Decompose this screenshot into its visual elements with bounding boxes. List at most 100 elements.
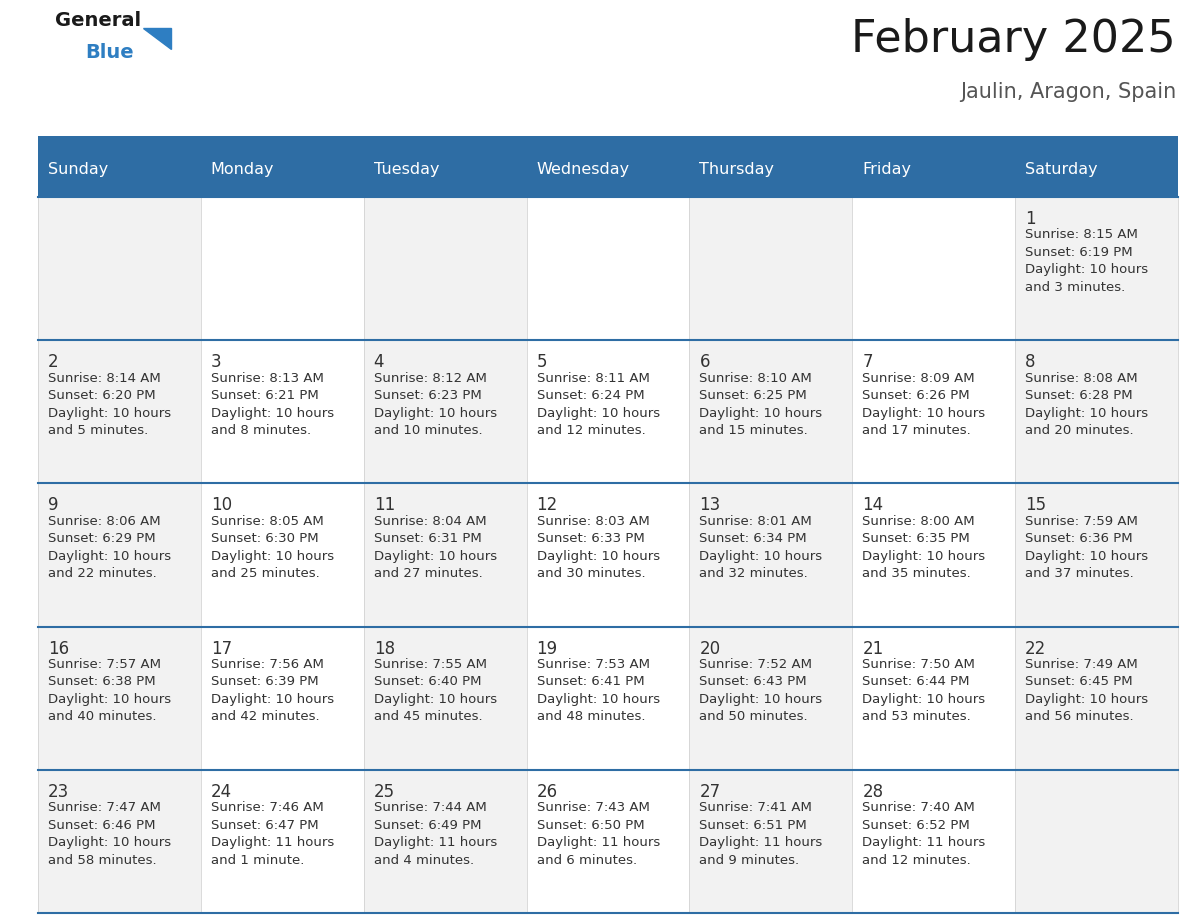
Text: Daylight: 10 hours: Daylight: 10 hours	[1025, 693, 1149, 706]
Text: and 3 minutes.: and 3 minutes.	[1025, 281, 1125, 294]
Bar	[38, 770, 201, 913]
Text: Sunset: 6:38 PM: Sunset: 6:38 PM	[48, 676, 156, 688]
Text: Sunset: 6:51 PM: Sunset: 6:51 PM	[700, 819, 807, 832]
Text: Saturday: Saturday	[1025, 162, 1098, 177]
Text: Sunset: 6:31 PM: Sunset: 6:31 PM	[374, 532, 481, 545]
Bar	[526, 197, 689, 341]
Text: and 22 minutes.: and 22 minutes.	[48, 567, 157, 580]
Text: Sunrise: 8:06 AM: Sunrise: 8:06 AM	[48, 515, 160, 528]
Text: and 12 minutes.: and 12 minutes.	[862, 854, 971, 867]
Text: Sunset: 6:21 PM: Sunset: 6:21 PM	[210, 389, 318, 402]
Text: Sunrise: 7:55 AM: Sunrise: 7:55 AM	[374, 658, 487, 671]
Text: 18: 18	[374, 640, 394, 657]
Text: Tuesday: Tuesday	[374, 162, 440, 177]
Text: Sunrise: 7:50 AM: Sunrise: 7:50 AM	[862, 658, 975, 671]
Text: and 12 minutes.: and 12 minutes.	[537, 424, 645, 437]
Bar	[1015, 341, 1178, 484]
Text: Daylight: 11 hours: Daylight: 11 hours	[374, 836, 497, 849]
Text: Daylight: 10 hours: Daylight: 10 hours	[700, 550, 822, 563]
Text: Daylight: 11 hours: Daylight: 11 hours	[537, 836, 659, 849]
Text: Sunrise: 7:59 AM: Sunrise: 7:59 AM	[1025, 515, 1138, 528]
Text: Sunset: 6:40 PM: Sunset: 6:40 PM	[374, 676, 481, 688]
Bar	[364, 341, 526, 484]
Text: Sunrise: 7:41 AM: Sunrise: 7:41 AM	[700, 801, 813, 814]
Text: and 30 minutes.: and 30 minutes.	[537, 567, 645, 580]
Text: Daylight: 10 hours: Daylight: 10 hours	[1025, 263, 1149, 276]
Bar	[689, 770, 852, 913]
Text: 19: 19	[537, 640, 557, 657]
Polygon shape	[143, 28, 171, 49]
Bar	[852, 341, 1015, 484]
Text: 25: 25	[374, 783, 394, 800]
Text: and 53 minutes.: and 53 minutes.	[862, 711, 971, 723]
Text: Sunrise: 8:03 AM: Sunrise: 8:03 AM	[537, 515, 650, 528]
Bar	[1015, 627, 1178, 770]
Text: Daylight: 10 hours: Daylight: 10 hours	[210, 693, 334, 706]
Bar	[1015, 197, 1178, 341]
Text: 1: 1	[1025, 210, 1036, 228]
Text: Daylight: 10 hours: Daylight: 10 hours	[862, 407, 985, 420]
Text: Sunrise: 7:49 AM: Sunrise: 7:49 AM	[1025, 658, 1138, 671]
Text: and 9 minutes.: and 9 minutes.	[700, 854, 800, 867]
Text: Daylight: 10 hours: Daylight: 10 hours	[48, 407, 171, 420]
Bar	[364, 770, 526, 913]
Text: and 35 minutes.: and 35 minutes.	[862, 567, 971, 580]
Text: 11: 11	[374, 497, 394, 514]
Text: and 1 minute.: and 1 minute.	[210, 854, 304, 867]
Bar	[526, 484, 689, 627]
Text: Sunrise: 8:09 AM: Sunrise: 8:09 AM	[862, 372, 975, 385]
Text: Sunset: 6:52 PM: Sunset: 6:52 PM	[862, 819, 971, 832]
Text: and 48 minutes.: and 48 minutes.	[537, 711, 645, 723]
Bar	[38, 197, 201, 341]
Bar	[364, 627, 526, 770]
Text: Daylight: 10 hours: Daylight: 10 hours	[1025, 407, 1149, 420]
Text: 13: 13	[700, 497, 721, 514]
Text: Sunrise: 7:43 AM: Sunrise: 7:43 AM	[537, 801, 650, 814]
Text: Sunset: 6:24 PM: Sunset: 6:24 PM	[537, 389, 644, 402]
Bar	[1015, 484, 1178, 627]
Text: Sunset: 6:35 PM: Sunset: 6:35 PM	[862, 532, 971, 545]
Bar	[852, 627, 1015, 770]
Bar	[364, 484, 526, 627]
Text: Sunset: 6:26 PM: Sunset: 6:26 PM	[862, 389, 969, 402]
Bar	[526, 341, 689, 484]
Text: and 4 minutes.: and 4 minutes.	[374, 854, 474, 867]
Text: Daylight: 10 hours: Daylight: 10 hours	[537, 693, 659, 706]
Text: 6: 6	[700, 353, 710, 371]
Text: Sunset: 6:43 PM: Sunset: 6:43 PM	[700, 676, 807, 688]
Text: Daylight: 10 hours: Daylight: 10 hours	[48, 836, 171, 849]
Text: 16: 16	[48, 640, 69, 657]
Text: Sunrise: 8:11 AM: Sunrise: 8:11 AM	[537, 372, 650, 385]
Bar	[38, 136, 1178, 142]
Text: and 42 minutes.: and 42 minutes.	[210, 711, 320, 723]
Bar	[201, 484, 364, 627]
Text: Daylight: 10 hours: Daylight: 10 hours	[862, 550, 985, 563]
Text: Sunset: 6:41 PM: Sunset: 6:41 PM	[537, 676, 644, 688]
Text: Sunrise: 7:53 AM: Sunrise: 7:53 AM	[537, 658, 650, 671]
Text: Sunrise: 7:40 AM: Sunrise: 7:40 AM	[862, 801, 975, 814]
Text: Daylight: 10 hours: Daylight: 10 hours	[210, 550, 334, 563]
Text: and 37 minutes.: and 37 minutes.	[1025, 567, 1133, 580]
Text: Sunset: 6:47 PM: Sunset: 6:47 PM	[210, 819, 318, 832]
Text: General: General	[55, 11, 141, 30]
Text: Sunrise: 7:44 AM: Sunrise: 7:44 AM	[374, 801, 486, 814]
Text: 24: 24	[210, 783, 232, 800]
Text: Daylight: 10 hours: Daylight: 10 hours	[374, 693, 497, 706]
Text: and 56 minutes.: and 56 minutes.	[1025, 711, 1133, 723]
Text: February 2025: February 2025	[852, 18, 1176, 61]
Text: 23: 23	[48, 783, 69, 800]
Text: Sunset: 6:45 PM: Sunset: 6:45 PM	[1025, 676, 1133, 688]
Text: Sunset: 6:33 PM: Sunset: 6:33 PM	[537, 532, 644, 545]
Text: Sunrise: 7:56 AM: Sunrise: 7:56 AM	[210, 658, 324, 671]
Text: and 20 minutes.: and 20 minutes.	[1025, 424, 1133, 437]
Text: 21: 21	[862, 640, 884, 657]
Bar	[201, 341, 364, 484]
Text: 5: 5	[537, 353, 546, 371]
Text: Sunrise: 8:13 AM: Sunrise: 8:13 AM	[210, 372, 324, 385]
Text: Sunset: 6:34 PM: Sunset: 6:34 PM	[700, 532, 807, 545]
Text: 17: 17	[210, 640, 232, 657]
Text: Sunrise: 8:12 AM: Sunrise: 8:12 AM	[374, 372, 487, 385]
Text: Sunrise: 8:00 AM: Sunrise: 8:00 AM	[862, 515, 975, 528]
Bar	[201, 197, 364, 341]
Text: and 25 minutes.: and 25 minutes.	[210, 567, 320, 580]
